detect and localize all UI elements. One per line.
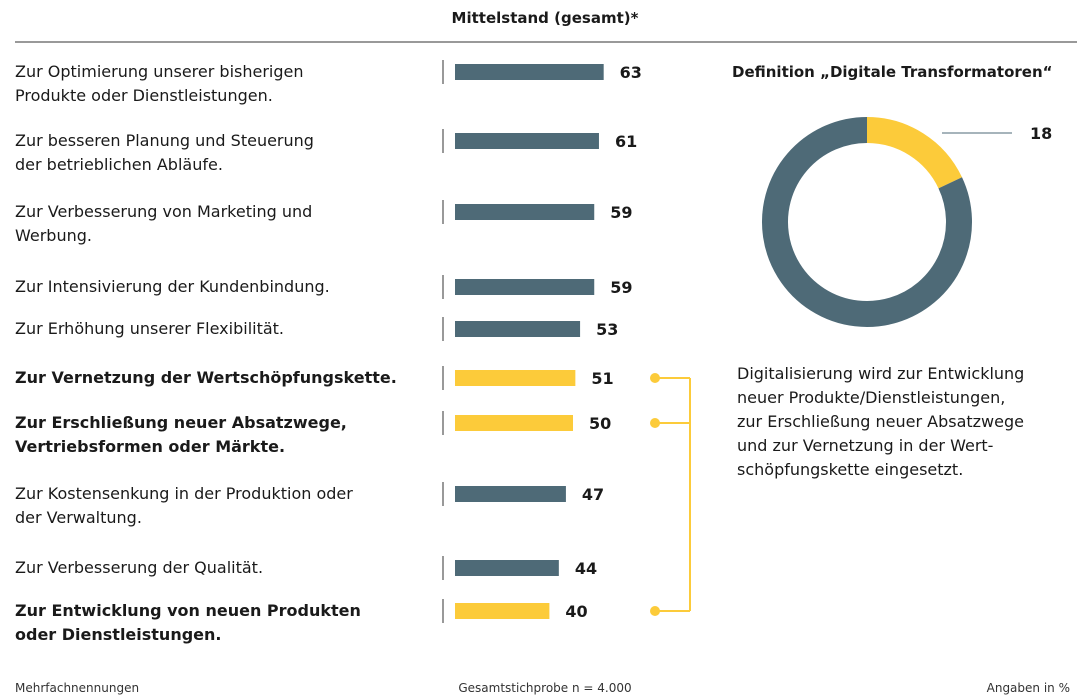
bracket-dot (650, 606, 660, 616)
category-label: Zur Optimierung unserer bisherigen Produ… (15, 62, 304, 105)
category-label: Zur Kostensenkung in der Produktion oder… (15, 484, 353, 527)
bracket-dot (650, 418, 660, 428)
value-label: 50 (589, 414, 611, 433)
bar (455, 64, 604, 80)
pie-description: Digitalisierung wird zur Entwicklung neu… (737, 364, 1025, 479)
value-label: 18 (1030, 124, 1052, 143)
value-label: 40 (565, 602, 587, 621)
donut-segment (762, 117, 972, 327)
bar (455, 321, 581, 337)
bar (455, 603, 550, 619)
bar (455, 415, 573, 431)
bar (455, 279, 595, 295)
pie-title: Definition „Digitale Transformatoren“ (732, 63, 1053, 81)
category-label: Zur Entwicklung von neuen Produkten oder… (15, 601, 361, 644)
value-label: 59 (610, 278, 632, 297)
donut-segment (866, 117, 963, 189)
footer-right: Angaben in % (986, 681, 1070, 695)
bar (455, 486, 566, 502)
value-label: 59 (610, 203, 632, 222)
footer-left: Mehrfachnennungen (15, 681, 140, 695)
category-label: Zur Vernetzung der Wertschöpfungskette. (15, 368, 397, 387)
value-label: 47 (582, 485, 604, 504)
category-label: Zur Verbesserung der Qualität. (15, 558, 264, 577)
category-label: Zur Erhöhung unserer Flexibilität. (15, 319, 285, 338)
chart-title: Mittelstand (gesamt)* (451, 9, 639, 27)
category-label: Zur Erschließung neuer Absatzwege, Vertr… (15, 413, 347, 456)
bar (455, 133, 599, 149)
bar (455, 560, 559, 576)
bar (455, 204, 595, 220)
value-label: 44 (575, 559, 597, 578)
value-label: 61 (615, 132, 637, 151)
value-label: 51 (591, 369, 613, 388)
category-label: Zur Verbesserung von Marketing und Werbu… (15, 202, 313, 245)
category-label: Zur Intensivierung der Kundenbindung. (15, 277, 330, 296)
category-label: Zur besseren Planung und Steuerung der b… (15, 131, 314, 174)
bracket-dot (650, 373, 660, 383)
footer-center: Gesamtstichprobe n = 4.000 (458, 681, 632, 695)
value-label: 63 (620, 63, 642, 82)
bar (455, 370, 576, 386)
value-label: 53 (596, 320, 618, 339)
